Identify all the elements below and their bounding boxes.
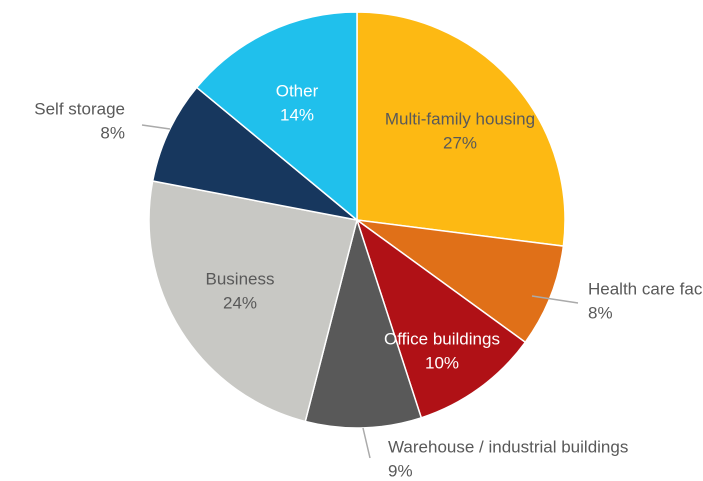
pie-slice [355, 218, 527, 419]
leader-line [141, 124, 171, 130]
pie-slice [195, 11, 358, 222]
slice-value-label: 27% [443, 133, 477, 152]
slice-label: Business [206, 269, 275, 288]
slice-label: Self storage [34, 99, 125, 118]
pie-slice [356, 219, 565, 344]
slice-label: Multi-family housing [385, 109, 535, 128]
pie-slice [151, 86, 358, 221]
slice-value-label: 8% [100, 123, 125, 142]
pie-slice [148, 180, 358, 423]
slice-label: Other [276, 81, 319, 100]
slice-value-label: 24% [223, 293, 257, 312]
slice-label: Office buildings [384, 329, 500, 348]
leader-line [531, 295, 579, 304]
slice-value-label: 9% [388, 461, 413, 480]
leader-line [362, 427, 371, 459]
slice-value-label: 8% [588, 303, 613, 322]
slice-label: Warehouse / industrial buildings [388, 437, 628, 456]
slice-value-label: 14% [280, 105, 314, 124]
pie-slice [356, 11, 566, 247]
slice-value-label: 10% [425, 353, 459, 372]
slice-label: Health care facilities [588, 279, 703, 298]
